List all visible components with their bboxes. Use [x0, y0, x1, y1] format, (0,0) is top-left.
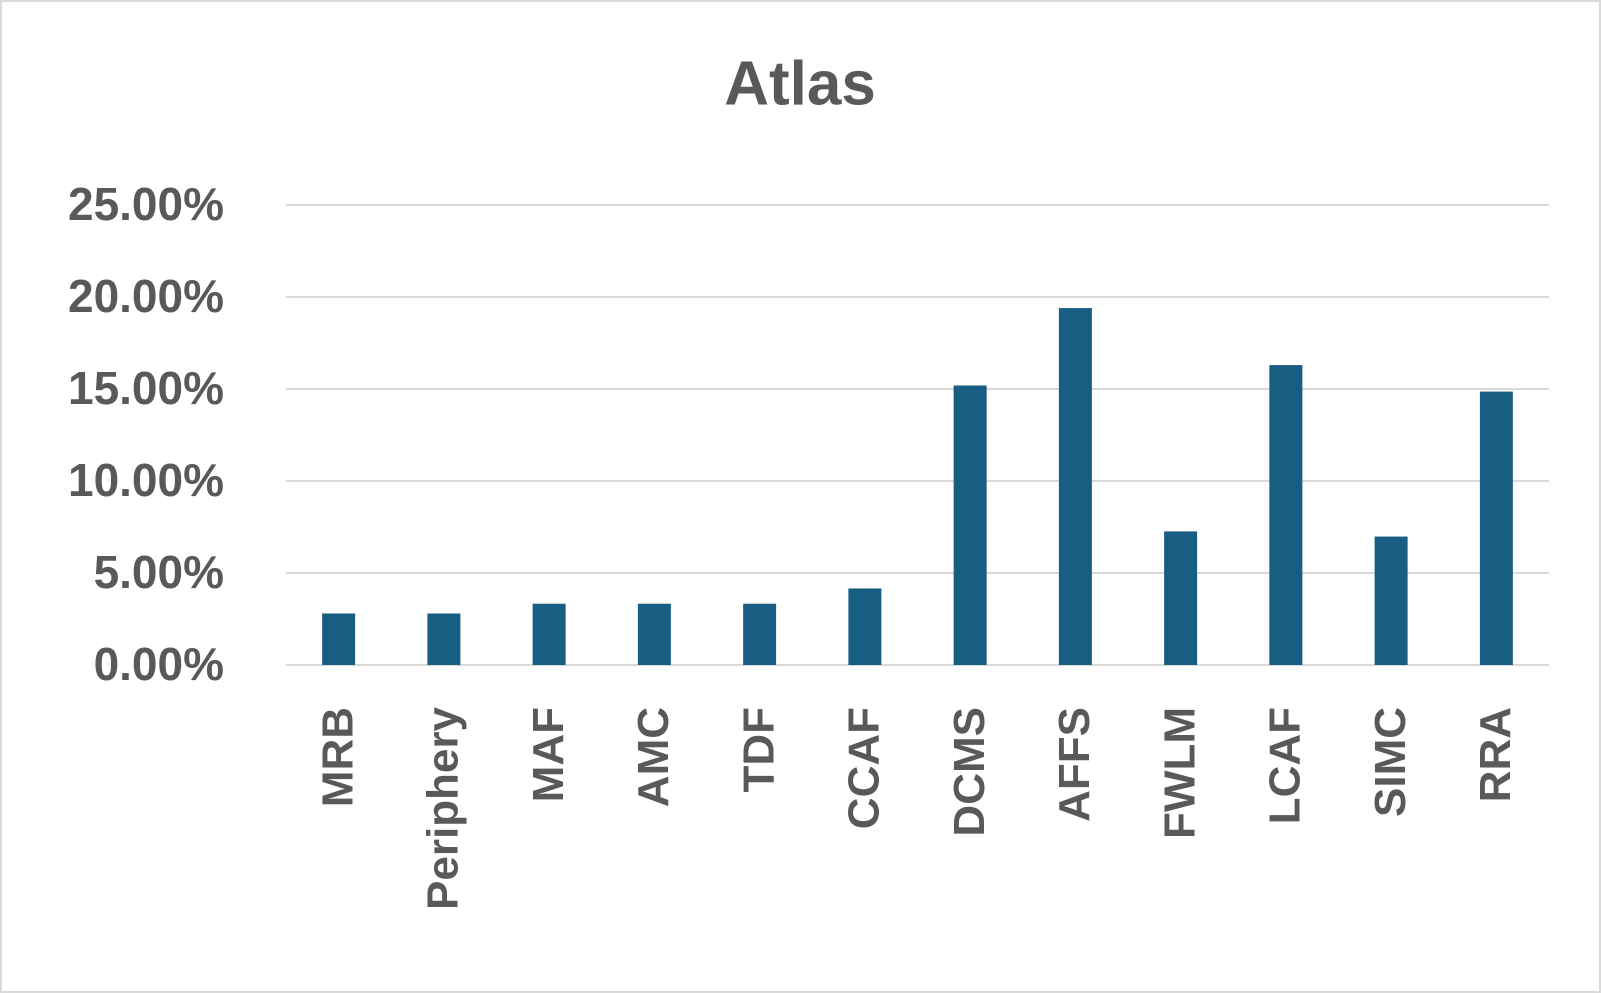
x-tick-label: TDF: [734, 707, 783, 793]
bar: [743, 603, 777, 665]
bar: [1479, 391, 1513, 665]
x-tick-label: AFFS: [1050, 707, 1099, 822]
x-tick-label: MRB: [313, 707, 362, 807]
bar: [532, 603, 566, 665]
x-tick-label: FWLM: [1155, 707, 1204, 839]
x-tick-label: CCAF: [840, 707, 889, 829]
x-tick-label: DCMS: [945, 707, 994, 837]
y-tick-label: 5.00%: [94, 546, 224, 598]
bar: [953, 385, 987, 665]
x-tick-label: AMC: [629, 707, 678, 807]
y-tick-label: 15.00%: [68, 362, 224, 414]
x-tick-label: SIMC: [1366, 707, 1415, 817]
x-tick-label: Periphery: [419, 706, 468, 910]
y-tick-label: 0.00%: [94, 638, 224, 690]
y-tick-label: 10.00%: [68, 454, 224, 506]
chart-title: Atlas: [724, 49, 876, 118]
bar: [1164, 531, 1198, 665]
bar: [1374, 536, 1408, 665]
bar: [322, 613, 356, 665]
bar: [1058, 308, 1092, 665]
bar: [848, 588, 882, 665]
x-tick-label: MAF: [524, 707, 573, 802]
y-tick-label: 20.00%: [68, 270, 224, 322]
x-tick-label: RRA: [1471, 707, 1520, 802]
bar: [427, 613, 461, 665]
bar: [1269, 365, 1303, 665]
bar: [637, 603, 671, 665]
y-tick-label: 25.00%: [68, 178, 224, 230]
x-tick-label: LCAF: [1261, 707, 1310, 824]
